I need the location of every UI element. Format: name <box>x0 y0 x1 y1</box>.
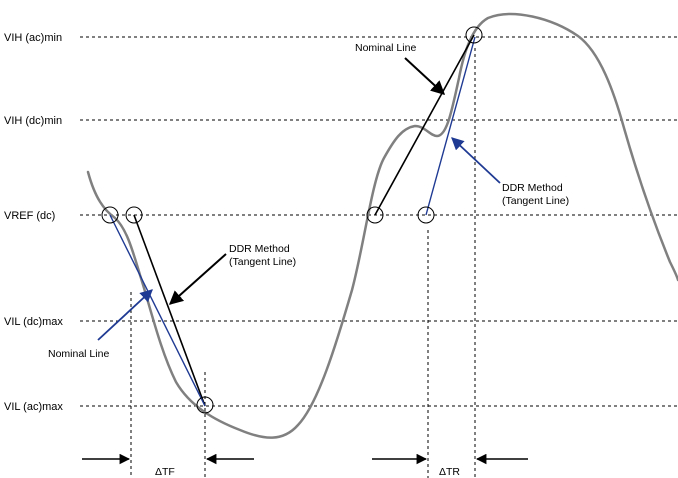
vih-dc-min-label: VIH (dc)min <box>4 115 62 127</box>
signal-waveform <box>86 12 678 439</box>
fall-nominal-line-arrow <box>97 289 153 341</box>
fall-vref-tangent-crossing-marker <box>101 206 119 224</box>
fall-ddr-arrow <box>168 253 227 305</box>
fall-vil-ac-crossing-marker <box>196 396 214 414</box>
vil-dc-max-label: VIL (dc)max <box>4 316 63 328</box>
rise-nominal-line-label: Nominal Line <box>355 42 416 54</box>
vih-ac-min-label: VIH (ac)min <box>4 32 62 44</box>
rise-nominal-line-arrow <box>404 57 446 95</box>
rise-tangent-line <box>425 36 476 216</box>
rise-ddr-tangent-label: (Tangent Line) <box>502 195 569 207</box>
rise-vih-ac-crossing-marker <box>465 26 483 44</box>
rise-nominal-line <box>374 34 475 216</box>
rise-vref-tangent-crossing-marker <box>417 206 435 224</box>
fall-vref-nominal-crossing-marker <box>125 206 143 224</box>
rise-vref-nominal-crossing-marker <box>366 206 384 224</box>
fall-ddr-method-label: DDR Method <box>229 243 290 255</box>
vref-dc-label: VREF (dc) <box>4 210 55 222</box>
fall-ddr-tangent-label: (Tangent Line) <box>229 256 296 268</box>
fall-nominal-line-label: Nominal Line <box>48 348 109 360</box>
fall-tangent-line <box>109 214 206 407</box>
rise-ddr-arrow <box>451 137 501 184</box>
delta-tr-label: ΔTR <box>439 466 460 478</box>
fall-nominal-line <box>133 214 206 407</box>
delta-tf-label: ΔTF <box>155 466 175 478</box>
vil-ac-max-label: VIL (ac)max <box>4 401 63 413</box>
rise-ddr-method-label: DDR Method <box>502 182 563 194</box>
